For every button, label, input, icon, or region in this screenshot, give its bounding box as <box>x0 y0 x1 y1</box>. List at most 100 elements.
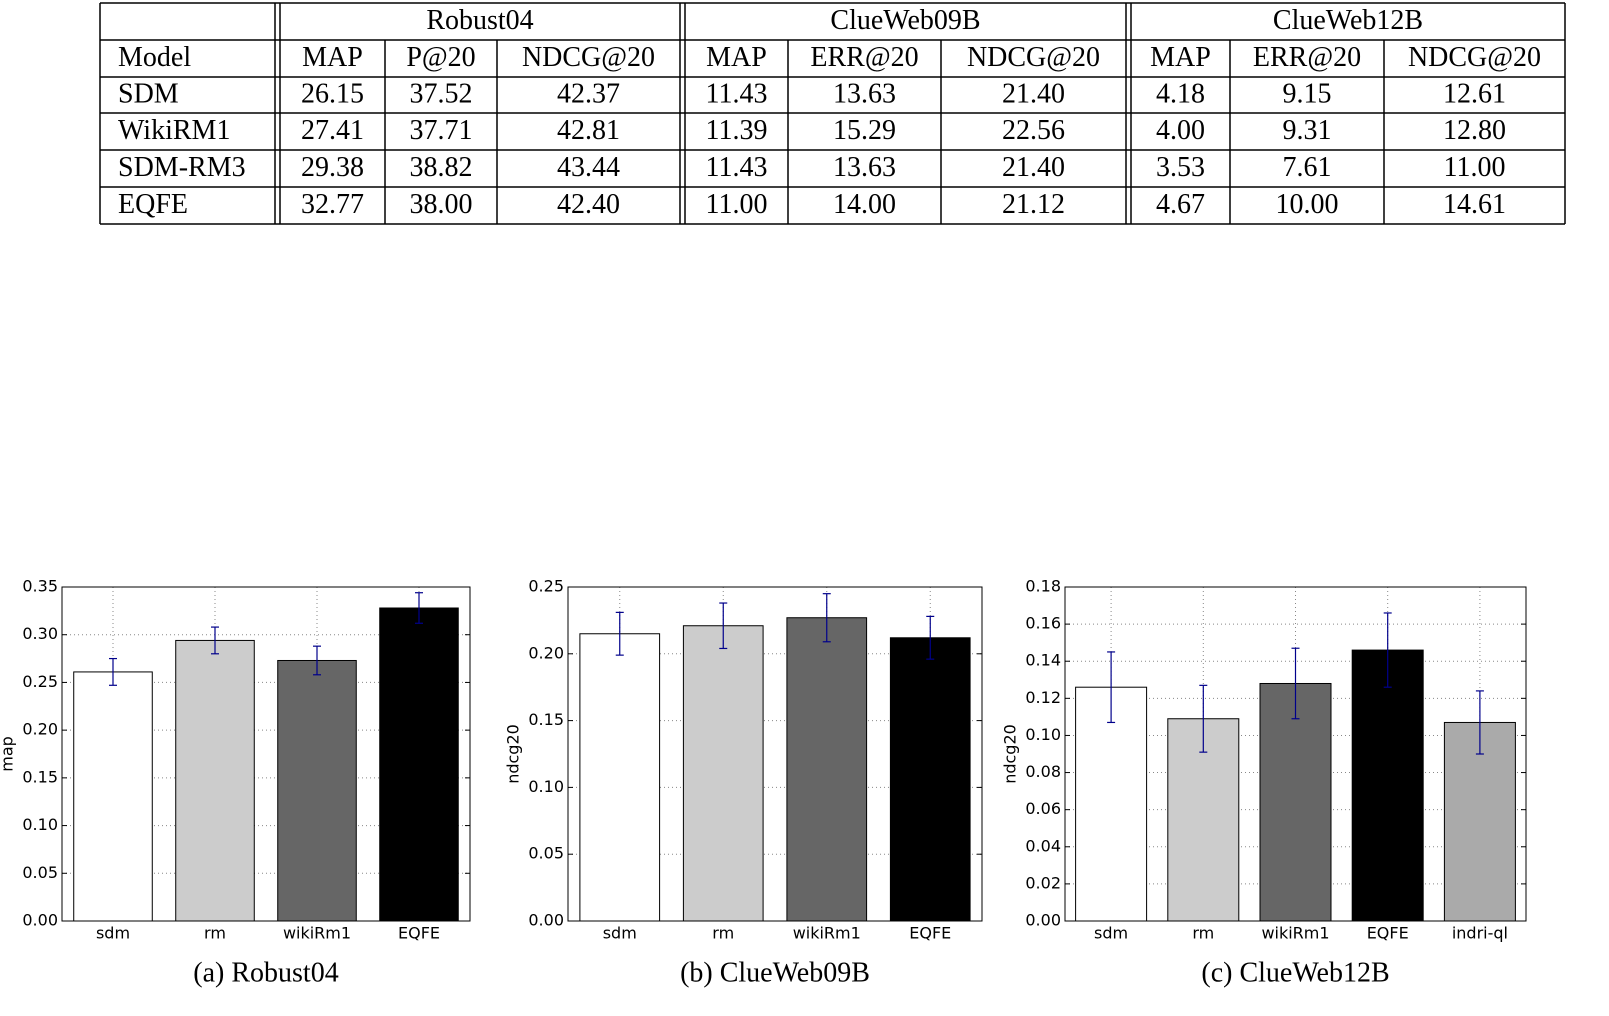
error-bar <box>1475 690 1484 755</box>
group-header: ClueWeb12B <box>1273 5 1423 36</box>
y-tick-label: 0.00 <box>1025 911 1061 930</box>
table-cell: 12.61 <box>1443 78 1506 109</box>
bar <box>682 625 764 922</box>
table-cell: P@20 <box>406 42 475 73</box>
table-cell: 3.53 <box>1156 152 1205 183</box>
table-cell: SDM <box>118 78 179 109</box>
y-tick-label: 0.18 <box>1025 577 1061 596</box>
table-cell: Model <box>118 42 191 73</box>
y-tick-label: 0.04 <box>1025 836 1061 855</box>
table-cell: 14.00 <box>833 189 896 220</box>
caption: (c) ClueWeb12B <box>1201 957 1389 988</box>
group-header: Robust04 <box>426 5 533 36</box>
group-header: ClueWeb09B <box>830 5 980 36</box>
y-tick-label: 0.00 <box>22 911 58 930</box>
table-cell: MAP <box>1150 42 1211 73</box>
error-bar <box>719 602 728 650</box>
table-cell: ERR@20 <box>1253 42 1361 73</box>
y-axis-label: ndcg20 <box>1001 724 1020 784</box>
table-cell: 13.63 <box>833 152 896 183</box>
table-cell: 9.31 <box>1283 115 1332 146</box>
y-tick-label: 0.16 <box>1025 614 1061 633</box>
table-cell: 4.18 <box>1156 78 1205 109</box>
table-cell: 43.44 <box>557 152 620 183</box>
x-tick-label: wikiRm1 <box>1261 924 1329 943</box>
table-cell: 22.56 <box>1002 115 1065 146</box>
plot-frame <box>1064 586 1527 922</box>
table-cell: 38.82 <box>410 152 473 183</box>
y-tick-label: 0.25 <box>22 672 58 691</box>
table-cell: EQFE <box>118 189 188 220</box>
bar <box>1351 649 1424 922</box>
table-cell: 37.71 <box>410 115 473 146</box>
error-bar <box>822 593 831 643</box>
table-cell: NDCG@20 <box>522 42 655 73</box>
table-cell: 4.00 <box>1156 115 1205 146</box>
y-axis-label: map <box>0 736 17 772</box>
bar <box>786 617 868 922</box>
y-tick-label: 0.20 <box>22 720 58 739</box>
y-tick-label: 0.15 <box>528 710 564 729</box>
x-tick-label: wikiRm1 <box>793 924 861 943</box>
error-bar <box>1107 651 1116 724</box>
error-bar <box>313 645 321 676</box>
table-cell: 13.63 <box>833 78 896 109</box>
table-cell: 10.00 <box>1276 189 1339 220</box>
table-cell: MAP <box>302 42 363 73</box>
bar <box>1443 721 1516 922</box>
bar <box>1259 682 1332 922</box>
table-cell: 27.41 <box>301 115 364 146</box>
x-tick-label: wikiRm1 <box>283 924 351 943</box>
table-cell: 21.12 <box>1002 189 1065 220</box>
table-cell: 37.52 <box>410 78 473 109</box>
bar <box>379 607 459 922</box>
y-tick-label: 0.12 <box>1025 688 1061 707</box>
error-bar <box>211 626 219 655</box>
table-cell: 42.37 <box>557 78 620 109</box>
x-tick-label: sdm <box>603 924 637 943</box>
table-cell: ERR@20 <box>810 42 918 73</box>
y-tick-label: 0.08 <box>1025 762 1061 781</box>
y-tick-label: 0.15 <box>22 767 58 786</box>
y-tick-label: 0.10 <box>528 777 564 796</box>
error-bar <box>109 657 117 686</box>
error-bar <box>926 615 935 660</box>
table-cell: 42.40 <box>557 189 620 220</box>
table-cell: 7.61 <box>1283 152 1332 183</box>
y-tick-label: 0.02 <box>1025 873 1061 892</box>
table-cell: 11.43 <box>706 78 768 109</box>
table-cell: 12.80 <box>1443 115 1506 146</box>
table-cell: 14.61 <box>1443 189 1506 220</box>
y-tick-label: 0.05 <box>528 844 564 863</box>
y-axis-label: ndcg20 <box>504 724 523 784</box>
y-tick-label: 0.05 <box>22 863 58 882</box>
table-cell: WikiRM1 <box>118 115 230 146</box>
table-cell: 21.40 <box>1002 152 1065 183</box>
x-tick-label: EQFE <box>1367 924 1409 943</box>
table-cell: 11.00 <box>1444 152 1506 183</box>
x-tick-label: indri-ql <box>1452 924 1508 943</box>
error-bar <box>1383 612 1392 688</box>
x-tick-label: sdm <box>1094 924 1128 943</box>
table-cell: NDCG@20 <box>967 42 1100 73</box>
bar <box>1075 686 1148 922</box>
table-cell: 38.00 <box>410 189 473 220</box>
table-cell: MAP <box>706 42 767 73</box>
table-cell: 32.77 <box>301 189 364 220</box>
x-tick-label: rm <box>1192 924 1214 943</box>
y-tick-label: 0.10 <box>1025 725 1061 744</box>
x-tick-label: EQFE <box>909 924 951 943</box>
table-cell: 9.15 <box>1283 78 1332 109</box>
table-cell: 11.43 <box>706 152 768 183</box>
bar <box>889 637 971 922</box>
table-cell: 21.40 <box>1002 78 1065 109</box>
y-tick-label: 0.14 <box>1025 651 1061 670</box>
error-bar <box>1199 684 1208 753</box>
table-cell: SDM-RM3 <box>118 152 246 183</box>
table-cell: 26.15 <box>301 78 364 109</box>
bar <box>73 671 153 922</box>
y-tick-label: 0.35 <box>22 577 58 596</box>
error-bar <box>615 611 624 656</box>
